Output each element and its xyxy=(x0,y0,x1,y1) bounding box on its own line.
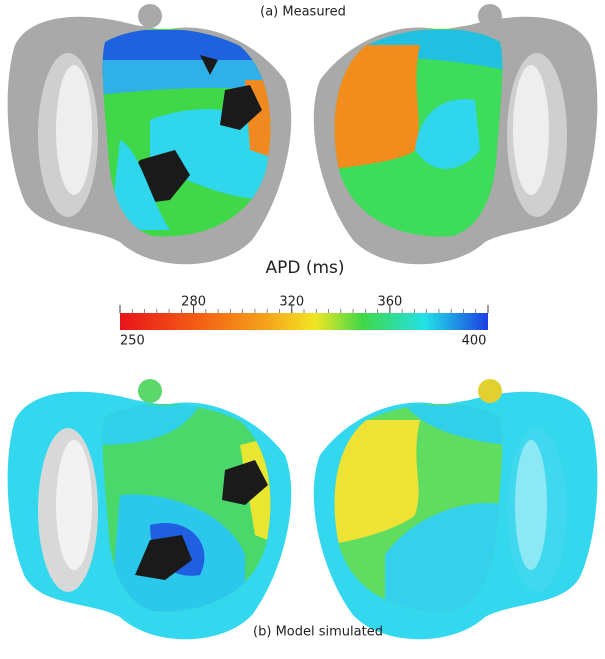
colorbar-ticks: 250 280 320 360 400 xyxy=(119,295,489,349)
heart-measured-left xyxy=(7,4,292,265)
colorbar xyxy=(120,313,488,330)
panel-label: (a) Measured xyxy=(260,5,346,20)
tick-label: 320 xyxy=(279,295,304,310)
heart-simulated-right xyxy=(313,379,598,640)
colorbar-title: APD (ms) xyxy=(265,258,344,278)
tick-label: 360 xyxy=(377,295,402,310)
heart-measured-right xyxy=(313,4,598,265)
heart-simulated-left xyxy=(7,379,292,640)
tick-label: 400 xyxy=(462,334,487,349)
panel-label: (b) Model simulated xyxy=(253,625,383,640)
tick-label: 250 xyxy=(120,334,145,349)
tick-label: 280 xyxy=(181,295,206,310)
